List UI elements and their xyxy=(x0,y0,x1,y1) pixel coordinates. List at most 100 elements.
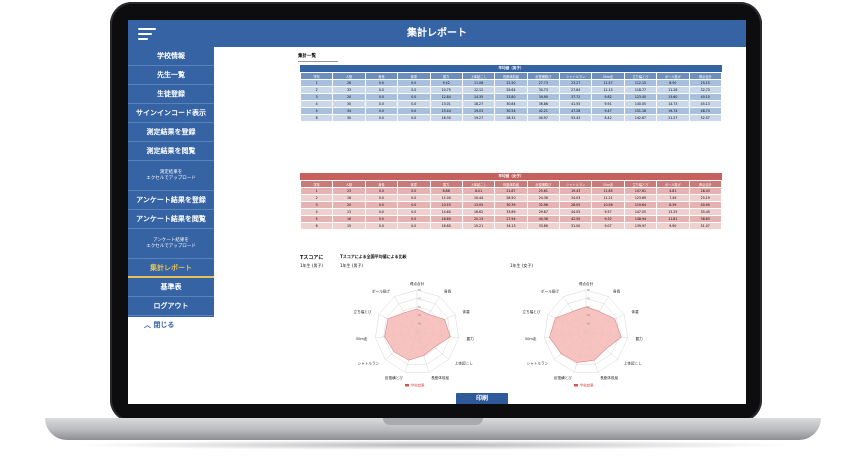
table-cell: 4.81 xyxy=(656,187,690,195)
table-cell: 12.84 xyxy=(429,93,463,101)
table-cell: 4 xyxy=(299,100,334,108)
close-sidebar-button[interactable]: ︿ 閉じる xyxy=(144,320,174,330)
sidebar-item-upload-survey[interactable]: アンケート結果を エクセルでアップロード xyxy=(128,229,214,259)
table-cell: 14.60 xyxy=(429,208,463,216)
table-cell: 42.50 xyxy=(558,215,593,223)
column-header: 長座体前屈 xyxy=(494,180,528,188)
radar-scale-label: 40 xyxy=(587,323,591,326)
radar-axis-label: 身長 xyxy=(444,289,452,294)
sidebar-item-student-register[interactable]: 生徒登録 xyxy=(128,85,214,104)
hamburger-menu-icon[interactable] xyxy=(138,28,156,40)
table-cell: 16.60 xyxy=(429,215,463,223)
sidebar-item-school-info[interactable]: 学校情報 xyxy=(128,47,214,66)
table-row: 5 16 0.0 0.0 16.60 20.13 27.94 40.36 42.50 9.32 14… xyxy=(299,215,722,223)
table-cell: 18.27 xyxy=(461,100,496,108)
table-cell: 0.0 xyxy=(397,114,431,122)
legend-label: 学校結果 xyxy=(580,382,594,387)
sidebar-item-label: アンケート結果を閲覧 xyxy=(136,215,206,223)
sidebar-item-standards[interactable]: 基準表 xyxy=(128,278,214,297)
sidebar-item-teachers[interactable]: 先生一覧 xyxy=(128,66,214,85)
radar-grid-ring xyxy=(383,298,451,365)
radar-grid-ring xyxy=(544,289,628,373)
column-header: 得点合計 xyxy=(688,72,722,80)
table-cell: 14.35 xyxy=(461,93,496,101)
table-cell: 21.87 xyxy=(494,187,528,195)
table-cell: 31.00 xyxy=(558,222,593,230)
table-cell: 14.73 xyxy=(656,100,690,108)
table-row: 3 20 0.0 0.0 12.84 14.35 23.80 34.90 37.72 9.82 12… xyxy=(299,93,722,101)
sidebar-item-label: ログアウト xyxy=(153,302,189,310)
sidebar-item-register-results[interactable]: 測定結果を登録 xyxy=(128,123,214,142)
table-cell: 32.73 xyxy=(688,86,722,94)
radar-female-label: 1年生 (女子) xyxy=(510,263,533,268)
table-cell: 13.01 xyxy=(429,100,463,108)
table-cell: 40.10 xyxy=(688,93,722,101)
table-cell: 40.97 xyxy=(526,114,561,122)
table-cell: 0.0 xyxy=(364,86,399,94)
table-cell: 16.62 xyxy=(461,208,496,216)
column-header: 反復横跳び xyxy=(526,72,561,80)
table-cell: 33.86 xyxy=(526,222,561,230)
column-header: 上体起こし xyxy=(461,72,496,80)
table-cell: 2 xyxy=(299,86,334,94)
table-cell: 3 xyxy=(299,201,334,209)
table-cell: 40.36 xyxy=(526,215,561,223)
sidebar-item-signin-code[interactable]: サインインコード表示 xyxy=(128,104,214,123)
sidebar-item-logout[interactable]: ログアウト xyxy=(128,297,214,316)
tab-summary[interactable]: 集計一覧 xyxy=(298,53,338,62)
column-header: 学年 xyxy=(299,180,334,188)
sidebar-item-label: エクセルでアップロード xyxy=(146,175,196,181)
table-cell: 38.63 xyxy=(688,215,722,223)
table-cell: 11.08 xyxy=(461,79,496,87)
tscore-subtitle: 1年生 (男子) xyxy=(300,263,323,268)
table-cell: 9.47 xyxy=(591,107,625,115)
sidebar-item-summary-report[interactable]: 集計レポート xyxy=(128,259,214,278)
table-cell: 29.64 xyxy=(494,86,528,94)
table-cell: 27.64 xyxy=(558,86,593,94)
table-cell: 9.57 xyxy=(591,208,625,216)
table-cell: 44.05 xyxy=(558,208,593,216)
chevron-up-icon: ︿ xyxy=(144,321,151,329)
column-header: ボール投げ xyxy=(656,180,690,188)
table-cell: 30.73 xyxy=(526,86,561,94)
radar-school-series xyxy=(549,306,622,363)
table-cell: 26 xyxy=(332,79,366,87)
radar-scale-label: 70 xyxy=(418,297,422,300)
radar-axis-label: シャトルラン xyxy=(358,360,380,365)
radar-scale-label: 50 xyxy=(587,314,591,317)
sidebar-item-label: 生徒登録 xyxy=(157,90,185,98)
table-cell: 40.00 xyxy=(688,201,722,209)
radar-male-label: 1年生 (男子) xyxy=(340,263,363,268)
main-content: 集計一覧 平均値（男子） 学年 人数 身長 体重 握力 上体起こし 長座体前屈 反復横跳び シャ… xyxy=(214,47,746,404)
table-cell: 24.03 xyxy=(558,194,593,202)
table-cell: 5 xyxy=(299,107,334,115)
radar-axis-label: 長座体前屈 xyxy=(600,375,618,380)
column-header: 50m走 xyxy=(591,72,625,80)
table-cell: 148.94 xyxy=(623,215,658,223)
table-cell: 9.90 xyxy=(656,222,690,230)
table-row: 5 34 0.0 0.0 15.44 19.03 30.54 42.21 47.28 9.47 15… xyxy=(299,107,722,115)
table-cell: 42.21 xyxy=(526,107,561,115)
table-row: 2 16 0.0 0.0 11.00 10.44 28.50 24.36 24.03 11.21 1… xyxy=(299,194,722,202)
column-header: 得点合計 xyxy=(688,180,722,188)
table-cell: 13.60 xyxy=(656,93,690,101)
table-cell: 8.39 xyxy=(656,201,690,209)
close-label: 閉じる xyxy=(153,321,175,329)
radar-axis-label: 反復横とび xyxy=(385,375,403,380)
table-cell: 30.84 xyxy=(494,100,528,108)
radar-axis-label: 上体起こし xyxy=(624,360,642,365)
sidebar-item-register-survey[interactable]: アンケート結果を登録 xyxy=(128,191,214,210)
table-row: 6 30 0.0 0.0 18.30 19.27 28.31 40.97 53.43 8.42 14… xyxy=(299,114,722,122)
table-cell: 0.0 xyxy=(364,79,399,87)
table-cell: 25.19 xyxy=(688,194,722,202)
sidebar-item-upload-results[interactable]: 測定結果を エクセルでアップロード xyxy=(128,161,214,191)
sidebar-item-view-results[interactable]: 測定結果を閲覧 xyxy=(128,142,214,161)
table-row: 6 15 0.0 0.0 16.80 15.21 34.13 33.86 31.00 9.07 13… xyxy=(299,222,722,230)
print-button[interactable]: 印刷 xyxy=(456,393,508,404)
table-cell: 23.80 xyxy=(494,93,528,101)
sidebar-item-view-survey[interactable]: アンケート結果を閲覧 xyxy=(128,210,214,229)
table-cell: 16 xyxy=(332,215,366,223)
radar-school-series xyxy=(384,308,451,361)
